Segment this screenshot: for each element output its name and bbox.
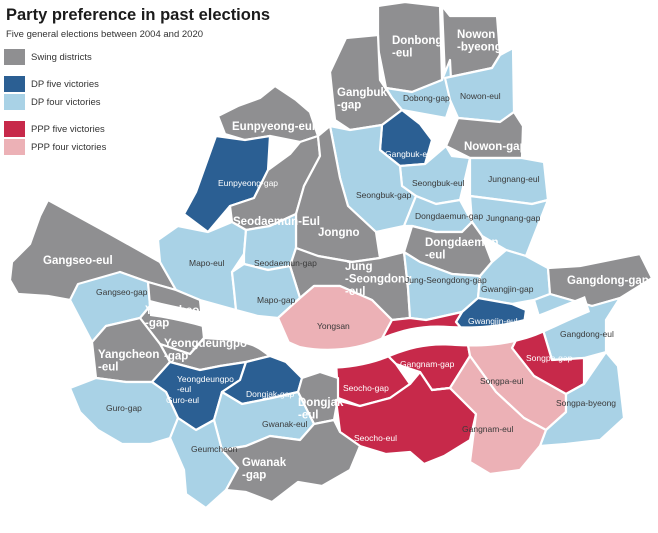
district-label-nowon-eul: Nowon-eul: [460, 91, 501, 101]
map-title: Party preference in past elections: [6, 6, 271, 24]
district-songpa-byeong: [538, 350, 626, 448]
district-label-mapo-gap: Mapo-gap: [257, 295, 296, 305]
district-gangnam-eul: [430, 354, 548, 476]
district-label-gangseo-eul: Gangseo-eul: [43, 255, 113, 267]
district-label-seocho-gap: Seocho-gap: [343, 383, 389, 393]
map-subtitle: Five general elections between 2004 and …: [6, 29, 204, 40]
district-label-geumcheon: Geumcheon: [191, 444, 238, 454]
district-label-seodaemun-eul: Seodaemun-Eul: [233, 216, 320, 228]
legend-swatch-dp5: [4, 76, 25, 92]
district-label-seongbuk-eul: Seongbuk-eul: [412, 178, 465, 188]
district-nowon-gap: [444, 110, 525, 160]
district-label-jung-seongdong-gap: Jung-Seongdong-gap: [405, 275, 487, 285]
district-seocho-eul: [334, 370, 478, 466]
district-label-gangnam-gap: Gangnam-gap: [400, 359, 455, 369]
district-label-donbong-eul: Donbong -eul: [392, 35, 442, 60]
district-label-dobong-gap: Dobong-gap: [403, 93, 450, 103]
legend-item-swing: Swing districts: [4, 49, 92, 65]
district-label-gwangjin-gap: Gwangjin-gap: [481, 284, 534, 294]
legend-item-ppp5: PPP five victories: [4, 121, 105, 137]
district-label-gangnam-eul: Gangnam-eul: [462, 424, 514, 434]
district-label-gwangjin-eul: Gwangjin-eul: [468, 316, 518, 326]
han-river: [150, 296, 590, 369]
district-label-gangseo-gap: Gangseo-gap: [96, 287, 148, 297]
district-label-yeongdeungpo-gap: Yeongdeungpo -gap: [164, 338, 247, 363]
district-label-nowon-gap: Nowon-gap: [464, 141, 527, 153]
district-label-mapo-eul: Mapo-eul: [189, 258, 225, 268]
district-label-dongjak-eul: Dongjak -eul: [298, 397, 344, 422]
district-label-eunpyeong-eul: Eunpyeong-eul: [232, 121, 315, 133]
district-label-gangdong-gap: Gangdong-gap: [567, 275, 649, 287]
district-label-nowon-byeong: Nowon -byeong: [457, 29, 502, 54]
legend-item-dp5: DP five victories: [4, 76, 99, 92]
district-label-seongbuk-gap: Seongbuk-gap: [356, 190, 412, 200]
district-label-songpa-eul: Songpa-eul: [480, 376, 524, 386]
district-label-jungnang-gap: Jungnang-gap: [486, 213, 541, 223]
legend-item-dp4: DP four victories: [4, 94, 101, 110]
legend-label-ppp4: PPP four victories: [31, 141, 107, 153]
district-label-gangbuk-eul: Gangbuk-eul: [385, 149, 434, 159]
district-label-dongdaemun-eul: Dongdaemun -eul: [425, 237, 498, 262]
legend-swatch-swing: [4, 49, 25, 65]
district-labels: Donbong -eul Nowon -byeong Dobong-gap Nowon-e…: [43, 29, 649, 482]
district-label-yangcheon-eul: Yangcheon -eul: [98, 349, 159, 374]
district-label-guro-eul: Guro-eul: [166, 395, 199, 405]
district-label-jung-seongdong-eul: Jung -Seongdong -eul: [345, 261, 412, 298]
district-label-gwanak-gap: Gwanak -gap: [242, 457, 287, 482]
legend-swatch-dp4: [4, 94, 25, 110]
district-label-gwanak-eul: Gwanak-eul: [262, 419, 307, 429]
district-label-dongdaemun-gap: Dongdaemun-gap: [415, 211, 483, 221]
district-label-yongsan: Yongsan: [317, 321, 350, 331]
legend-label-dp4: DP four victories: [31, 96, 101, 108]
district-label-songpa-byeong: Songpa-byeong: [556, 398, 616, 408]
legend-label-ppp5: PPP five victories: [31, 123, 105, 135]
legend-item-ppp4: PPP four victories: [4, 139, 106, 155]
legend-label-swing: Swing districts: [31, 51, 92, 63]
legend-label-dp5: DP five victories: [31, 78, 99, 90]
district-label-seocho-eul: Seocho-eul: [354, 433, 397, 443]
district-label-dongjak-gap: Dongjak-gap: [246, 389, 294, 399]
district-label-seodaemun-gap: Seodaemun-gap: [254, 258, 317, 268]
legend-swatch-ppp5: [4, 121, 25, 137]
district-label-eunpyeong-gap: Eunpyeong-gap: [218, 178, 278, 188]
district-eunpyeong-eul: [216, 84, 320, 144]
district-label-jongno: Jongno: [318, 227, 360, 239]
district-label-yangcheon-gap: Yangcheon -gap: [145, 305, 206, 330]
district-label-yeongdeungpo-eul: Yeongdeungpo -eul: [177, 374, 234, 394]
legend-swatch-ppp4: [4, 139, 25, 155]
district-label-guro-gap: Guro-gap: [106, 403, 142, 413]
district-label-jungnang-eul: Jungnang-eul: [488, 174, 540, 184]
district-label-songpa-gap: Songpa-gap: [526, 353, 573, 363]
district-label-gangbuk-gap: Gangbuk -gap: [337, 87, 387, 112]
district-gwanak-gap: [220, 418, 362, 504]
district-label-gangdong-eul: Gangdong-eul: [560, 329, 614, 339]
